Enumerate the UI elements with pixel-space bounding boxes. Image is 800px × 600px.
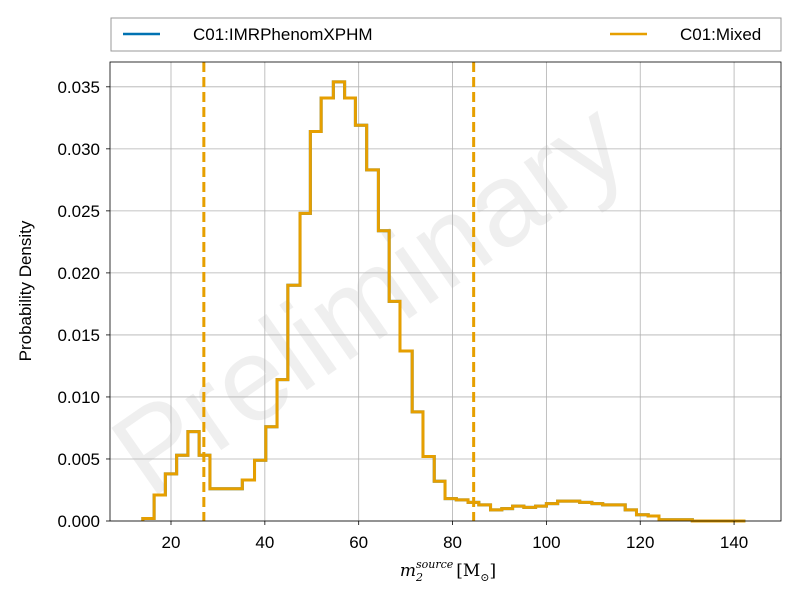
watermark-text: Preliminary xyxy=(89,75,648,522)
y-tick-label: 0.025 xyxy=(57,202,100,221)
y-axis-ticks: 0.000 0.005 0.010 0.015 0.020 0.025 0.030 0.035 xyxy=(57,78,110,531)
credible-interval-lines xyxy=(202,62,476,521)
x-tick-label: 60 xyxy=(349,533,368,552)
x-tick-label: 100 xyxy=(532,533,560,552)
legend-box xyxy=(110,17,782,52)
y-tick-label: 0.005 xyxy=(57,450,100,469)
y-tick-label: 0.010 xyxy=(57,388,100,407)
y-axis-label: Probability Density xyxy=(16,220,35,361)
x-tick-label: 40 xyxy=(255,533,274,552)
x-tick-label: 80 xyxy=(443,533,462,552)
x-tick-label: 140 xyxy=(720,533,748,552)
y-tick-label: 0.020 xyxy=(57,264,100,283)
y-tick-label: 0.000 xyxy=(57,512,100,531)
x-tick-label: 20 xyxy=(162,533,181,552)
legend-label-imrphenomxphm: C01:IMRPhenomXPHM xyxy=(193,25,373,44)
y-tick-label: 0.015 xyxy=(57,326,100,345)
x-tick-label: 120 xyxy=(626,533,654,552)
plot-frame xyxy=(109,61,782,522)
histogram-steps xyxy=(141,80,746,523)
x-axis-ticks: 20 40 60 80 100 120 140 xyxy=(162,521,748,552)
gridlines xyxy=(110,62,781,522)
y-tick-label: 0.030 xyxy=(57,140,100,159)
x-axis-label: m2source [M⊙] xyxy=(400,558,496,584)
legend-label-mixed: C01:Mixed xyxy=(680,25,761,44)
legend: C01:IMRPhenomXPHM C01:Mixed xyxy=(110,17,782,52)
histogram-series-1 xyxy=(141,80,746,523)
y-tick-label: 0.035 xyxy=(57,78,100,97)
